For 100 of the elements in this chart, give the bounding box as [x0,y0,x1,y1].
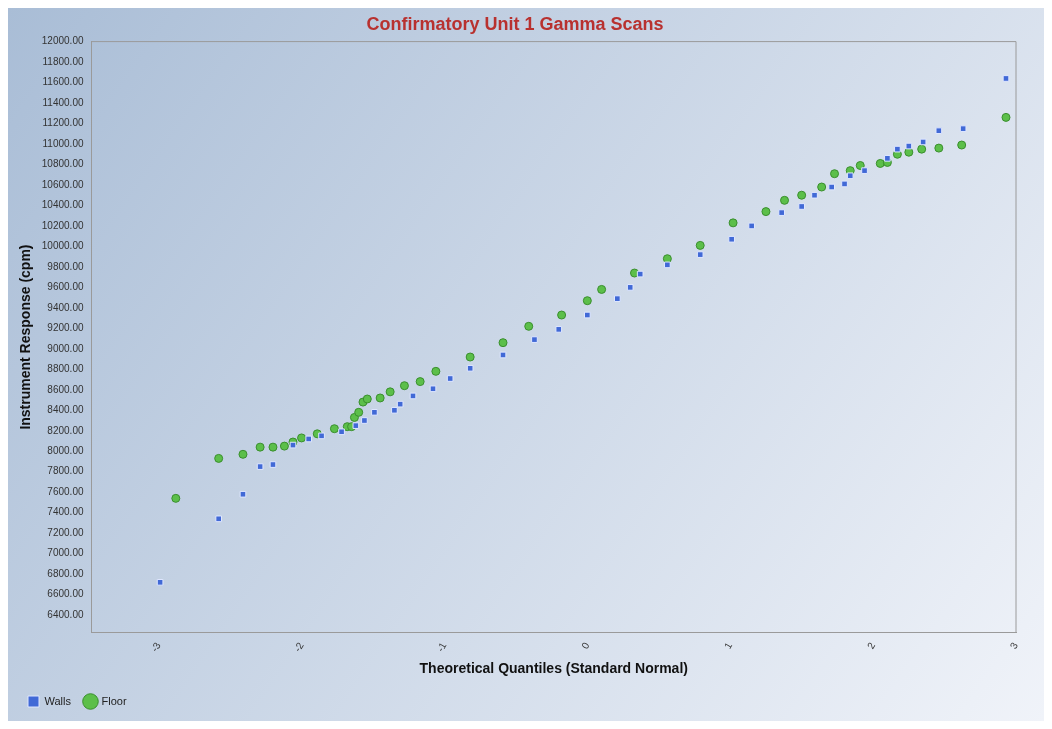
y-tick-label: 11800.00 [42,55,84,67]
point [238,449,248,459]
y-tick-label: 9800.00 [47,260,84,272]
point [305,435,313,443]
point [338,428,345,436]
point [728,218,738,228]
point [446,375,454,382]
point [399,381,409,391]
point [256,463,264,470]
point [584,311,591,319]
x-axis-title: Theoretical Quantiles (Standard Normal) [419,660,688,677]
point [524,321,534,331]
x-tick-label: 2 [864,640,878,651]
legend-label: Floor [101,694,127,707]
point [934,143,944,153]
y-tick-label: 9400.00 [47,301,84,313]
point [935,127,943,135]
point [797,190,807,200]
x-tick-label: 1 [722,640,735,651]
point [385,387,395,397]
point [465,352,475,362]
point [466,364,474,372]
point [361,417,368,424]
point [279,441,289,451]
y-tick-label: 9000.00 [47,342,84,354]
point [352,422,360,429]
point [875,158,885,168]
point [959,125,967,132]
point [919,138,927,146]
point [582,296,592,306]
point [597,284,607,294]
point [362,394,372,404]
point [778,209,785,216]
y-tick-label: 11000.00 [42,137,84,149]
point [289,441,297,449]
y-tick-label: 10200.00 [41,219,84,231]
point [695,240,705,250]
point [171,493,181,503]
point [269,461,277,468]
point [917,144,927,154]
point [396,400,404,408]
point [780,195,790,205]
x-tick-label: -1 [434,640,449,654]
point [329,424,339,434]
y-tick-label: 9600.00 [47,281,84,293]
point [371,408,378,416]
point [498,338,508,348]
y-tick-label: 10600.00 [41,178,84,190]
y-tick-label: 7800.00 [47,465,84,477]
point [239,490,247,498]
x-tick-label: -3 [148,640,163,654]
point [905,142,913,150]
point [761,207,771,217]
y-tick-label: 11400.00 [42,96,84,108]
y-tick-label: 8200.00 [47,424,84,436]
y-tick-label: 12000.00 [41,35,84,47]
y-tick-label: 10400.00 [41,199,84,211]
y-tick-label: 6600.00 [47,588,84,600]
point [297,433,307,443]
point [696,251,704,258]
point [156,578,164,586]
point [268,442,278,452]
point [354,407,364,417]
point [636,270,644,278]
y-tick-label: 6400.00 [47,608,84,620]
point [499,351,507,359]
point [894,145,901,153]
y-tick-label: 8000.00 [47,444,84,456]
point [798,203,805,210]
point [531,336,538,343]
point [214,453,224,463]
x-tick-label: 3 [1007,640,1021,651]
y-tick-label: 8600.00 [47,383,84,395]
point [1002,75,1010,82]
x-tick-label: -2 [291,640,306,654]
point [626,284,634,291]
y-tick-label: 6800.00 [47,567,84,579]
point [1001,112,1011,122]
y-tick-label: 7000.00 [47,547,84,559]
point [409,392,417,400]
point [391,406,398,414]
point [884,155,891,162]
point [375,393,385,403]
point [811,191,818,199]
chart-title: Confirmatory Unit 1 Gamma Scans [366,13,664,34]
point [830,169,840,179]
point [748,222,755,230]
point [855,161,865,171]
y-tick-label: 7400.00 [47,506,84,518]
point [841,180,848,188]
y-tick-label: 7200.00 [47,526,84,538]
point [817,182,827,192]
y-tick-label: 11200.00 [42,117,84,129]
point [215,515,223,523]
point [828,183,835,191]
point [318,432,325,440]
y-tick-label: 10800.00 [41,158,84,170]
y-axis-title: Instrument Response (cpm) [17,244,34,430]
point [255,442,265,452]
point [555,326,563,333]
